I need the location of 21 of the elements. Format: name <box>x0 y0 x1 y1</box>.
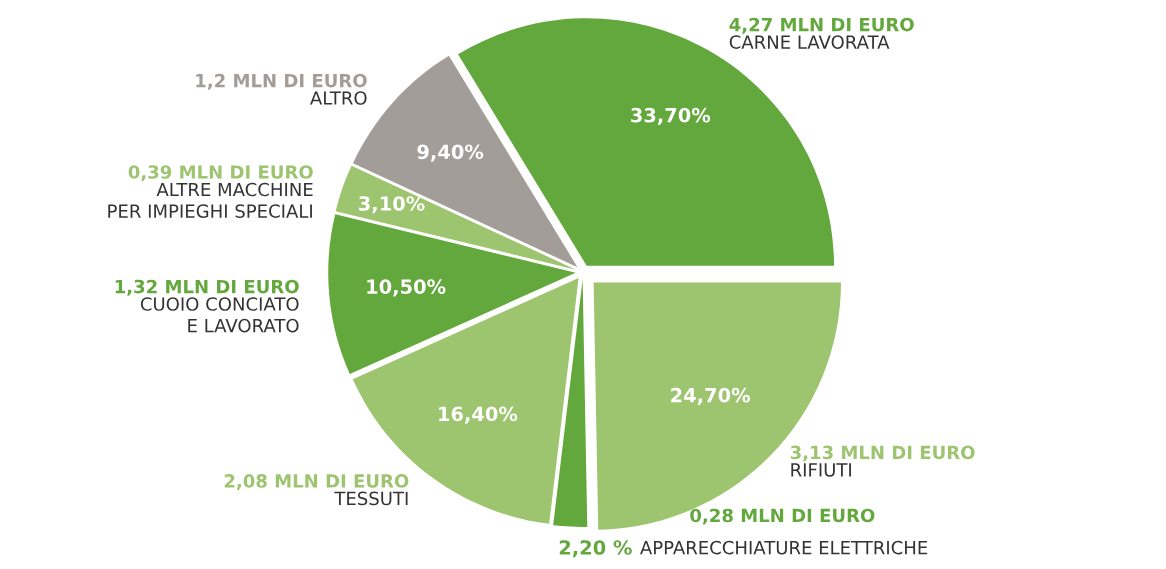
data-label: 33,70% <box>631 107 711 125</box>
data-label: 16,40% <box>439 406 518 424</box>
slice-label: ALTRO <box>310 91 367 105</box>
text: 4,27 MLN DI EURO <box>729 17 914 34</box>
slice-label: RIFIUTI <box>791 463 851 477</box>
data-label: 2,20 % <box>559 540 632 558</box>
slice-label: APPARECCHIATURE ELETTRICHE <box>640 540 928 555</box>
text: 3,13 MLN DI EURO <box>790 445 975 462</box>
text: 0,39 MLN DI EURO <box>128 165 313 182</box>
data-label: 10,50% <box>367 279 446 297</box>
slice-label: TESSUTI <box>334 491 408 506</box>
slice-label: CUOIO CONCIATO E LAVORATO <box>140 297 299 333</box>
data-label: 24,70% <box>671 387 751 406</box>
text: 2,08 MLN DI EURO <box>224 474 409 491</box>
text: 1,32 MLN DI EURO <box>115 279 299 296</box>
data-label: 9,40% <box>417 144 484 162</box>
text: 0,28 MLN DI EURO <box>690 508 875 525</box>
slice-label: CARNE LAVORATA <box>729 35 890 49</box>
data-label: 3,10% <box>359 196 425 214</box>
slice-label: ALTRE MACCHINE PER IMPIEGHI SPECIALI <box>108 182 313 218</box>
text: 1,2 MLN DI EURO <box>196 73 367 90</box>
